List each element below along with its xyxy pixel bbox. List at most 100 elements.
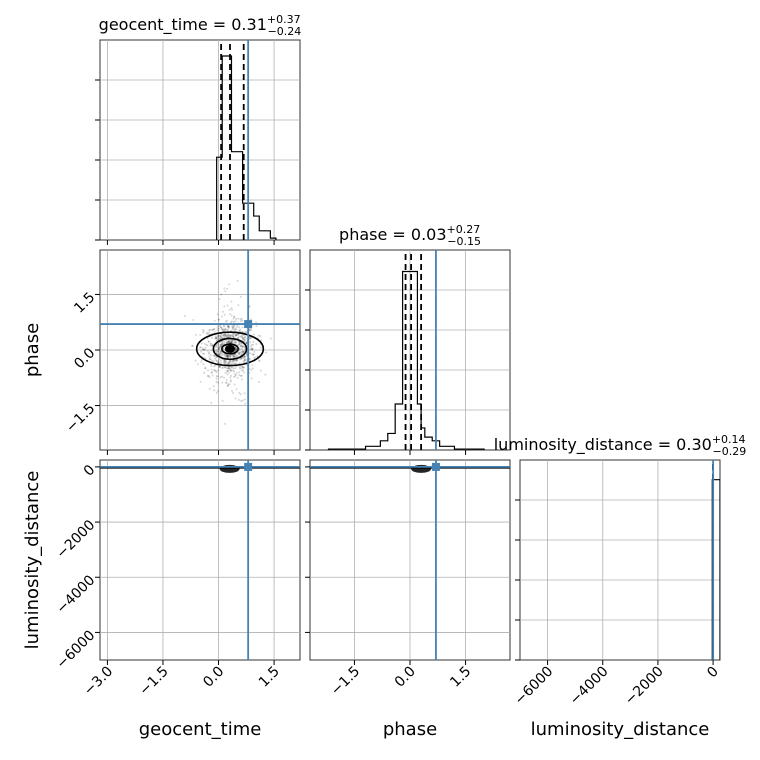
- sample-point: [223, 366, 226, 369]
- sample-point: [243, 392, 246, 395]
- sample-point: [217, 334, 220, 337]
- sample-point: [227, 334, 230, 337]
- sample-point: [243, 345, 246, 348]
- sample-point: [219, 335, 222, 338]
- sample-point: [253, 356, 256, 359]
- sample-point: [239, 320, 242, 323]
- sample-point: [242, 366, 245, 369]
- sample-point: [242, 366, 245, 369]
- sample-point: [215, 348, 218, 351]
- sample-point: [251, 348, 254, 351]
- sample-point: [241, 350, 244, 353]
- sample-point: [243, 340, 246, 343]
- sample-point: [203, 348, 206, 351]
- sample-point: [235, 359, 238, 362]
- sample-point: [214, 335, 217, 338]
- sample-point: [226, 304, 229, 307]
- sample-point: [242, 337, 245, 340]
- sample-point: [232, 353, 235, 356]
- sample-point: [230, 334, 233, 337]
- sample-point: [229, 369, 232, 372]
- sample-point: [237, 398, 240, 401]
- sample-point: [229, 341, 232, 344]
- sample-point: [241, 345, 244, 348]
- x-axis-label-phase: phase: [383, 719, 437, 740]
- sample-point: [230, 366, 233, 369]
- sample-point: [240, 335, 243, 338]
- sample-point: [235, 388, 238, 391]
- sample-point: [240, 348, 243, 351]
- sample-point: [232, 320, 235, 323]
- sample-point: [223, 336, 226, 339]
- sample-point: [202, 348, 205, 351]
- sample-point: [191, 344, 194, 347]
- sample-point: [232, 335, 235, 338]
- sample-point: [234, 346, 237, 349]
- sample-point: [226, 329, 229, 332]
- sample-point: [215, 346, 218, 349]
- sample-point: [219, 353, 222, 356]
- sample-point: [232, 362, 235, 365]
- sample-point: [215, 377, 218, 380]
- sample-point: [232, 355, 235, 358]
- x-tick-label: 0.0: [200, 664, 227, 691]
- sample-point: [238, 348, 241, 351]
- sample-point: [215, 337, 218, 340]
- sample-point: [258, 381, 261, 384]
- sample-point: [201, 352, 204, 355]
- sample-point: [218, 366, 221, 369]
- sample-point: [236, 354, 239, 357]
- sample-point: [235, 318, 238, 321]
- y-tick-label: −1.5: [63, 401, 98, 436]
- x-tick-label: −1.5: [328, 664, 363, 699]
- sample-point: [227, 325, 230, 328]
- sample-point: [240, 352, 243, 355]
- sample-point: [202, 362, 205, 365]
- sample-point: [204, 346, 207, 349]
- sample-point: [244, 358, 247, 361]
- sample-point: [208, 376, 211, 379]
- sample-point: [205, 332, 208, 335]
- sample-point: [240, 369, 243, 372]
- x-tick-label: −3.0: [81, 664, 116, 699]
- sample-point: [230, 314, 233, 317]
- sample-point: [224, 354, 227, 357]
- sample-point: [211, 343, 214, 346]
- sample-point: [208, 340, 211, 343]
- sample-point: [238, 351, 241, 354]
- sample-point: [206, 331, 209, 334]
- sample-point: [211, 374, 214, 377]
- sample-point: [230, 334, 233, 337]
- sample-point: [204, 366, 207, 369]
- sample-point: [216, 389, 219, 392]
- sample-point: [258, 360, 261, 363]
- sample-point: [217, 335, 220, 338]
- x-tick-label: −2000: [622, 664, 667, 709]
- sample-point: [223, 359, 226, 362]
- sample-point: [218, 324, 221, 327]
- sample-point: [219, 344, 222, 347]
- sample-point: [223, 328, 226, 331]
- sample-point: [213, 330, 216, 333]
- x-tick-label: −6000: [512, 664, 557, 709]
- sample-point: [242, 350, 245, 353]
- sample-point: [211, 371, 214, 374]
- sample-point: [227, 340, 230, 343]
- panel-content: [100, 40, 720, 660]
- sample-point: [215, 391, 218, 394]
- sample-point: [234, 348, 237, 351]
- sample-point: [219, 344, 222, 347]
- x-tick-label: −1.5: [136, 664, 171, 699]
- sample-point: [242, 371, 245, 374]
- sample-point: [192, 319, 195, 322]
- sample-point: [225, 341, 228, 344]
- sample-point: [234, 328, 237, 331]
- sample-point: [223, 340, 226, 343]
- sample-point: [226, 324, 229, 327]
- sample-point: [234, 347, 237, 350]
- sample-point: [208, 351, 211, 354]
- sample-point: [239, 345, 242, 348]
- sample-point: [251, 348, 254, 351]
- sample-point: [240, 343, 243, 346]
- sample-point: [224, 362, 227, 365]
